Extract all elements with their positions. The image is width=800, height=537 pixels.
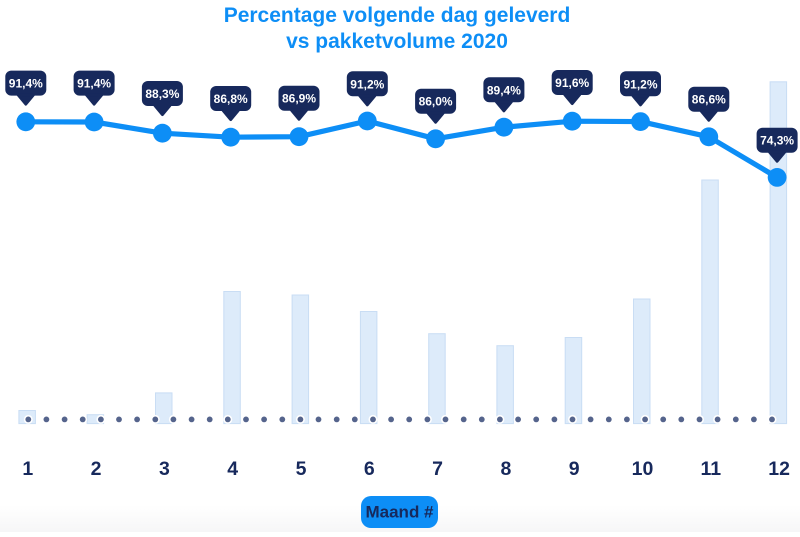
svg-text:88,3%: 88,3% (145, 87, 179, 101)
svg-text:2: 2 (91, 458, 102, 480)
svg-text:91,4%: 91,4% (9, 77, 43, 91)
svg-text:6: 6 (364, 458, 375, 480)
svg-text:1: 1 (22, 458, 33, 480)
svg-text:Percentage volgende dag geleve: Percentage volgende dag geleverd (224, 4, 571, 27)
svg-text:89,4%: 89,4% (487, 83, 521, 97)
svg-text:12: 12 (768, 458, 790, 480)
svg-text:86,0%: 86,0% (419, 95, 453, 109)
svg-text:86,8%: 86,8% (214, 92, 248, 106)
svg-text:91,2%: 91,2% (350, 77, 384, 91)
svg-text:7: 7 (432, 458, 443, 480)
svg-text:11: 11 (700, 458, 721, 480)
svg-text:8: 8 (500, 458, 511, 480)
svg-text:74,3%: 74,3% (760, 134, 794, 148)
svg-text:10: 10 (632, 458, 654, 480)
svg-text:Maand #: Maand # (365, 503, 434, 522)
svg-text:91,4%: 91,4% (77, 77, 111, 91)
svg-text:4: 4 (227, 458, 238, 480)
svg-text:86,9%: 86,9% (282, 92, 316, 106)
svg-text:5: 5 (296, 458, 307, 480)
svg-text:9: 9 (569, 458, 580, 480)
svg-text:3: 3 (159, 458, 170, 480)
svg-text:91,2%: 91,2% (623, 77, 657, 91)
svg-text:vs pakketvolume 2020: vs pakketvolume 2020 (286, 30, 508, 53)
svg-text:91,6%: 91,6% (555, 76, 589, 90)
svg-text:86,6%: 86,6% (692, 93, 726, 107)
